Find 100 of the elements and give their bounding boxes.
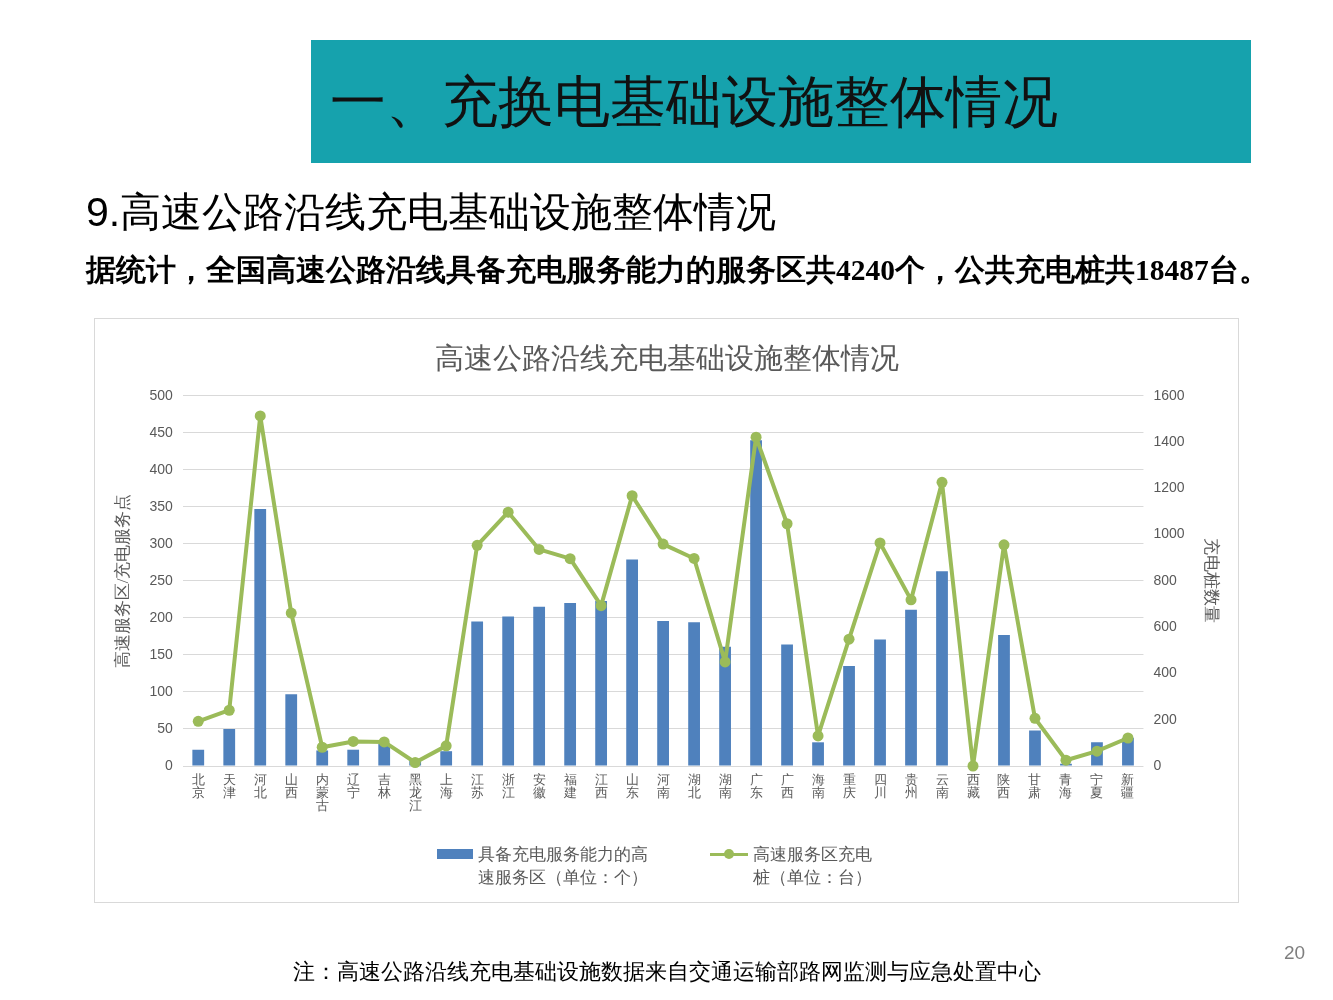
x-tick-label: 天津 (222, 771, 236, 800)
x-tick-label: 新疆 (1121, 771, 1135, 800)
point (564, 553, 576, 565)
bar (595, 600, 608, 766)
bar (843, 666, 855, 766)
x-tick-label: 河北 (253, 771, 267, 800)
legend-label: 高速服务区充电桩（单位：台） (753, 844, 873, 889)
x-tick-label: 陕西 (997, 771, 1011, 800)
point (1029, 712, 1041, 724)
y-tick-label: 150 (149, 645, 173, 662)
x-tick-label: 吉林 (376, 771, 391, 800)
point (750, 431, 762, 443)
y-tick-label: 50 (157, 719, 173, 736)
y-tick-label: 450 (149, 423, 173, 440)
bar (688, 622, 700, 766)
bar (502, 616, 515, 766)
x-tick-label: 湖南 (718, 771, 732, 800)
y2-tick-label: 400 (1153, 664, 1178, 681)
x-tick-label: 河南 (656, 771, 670, 800)
point (1091, 745, 1103, 757)
point (967, 760, 979, 772)
y2-tick-label: 0 (1153, 756, 1162, 773)
bar (936, 571, 948, 766)
bar (1029, 730, 1041, 766)
x-tick-label: 浙江 (501, 771, 515, 800)
bar (254, 509, 267, 766)
y-tick-label: 100 (149, 682, 173, 699)
x-tick-label: 内蒙古 (315, 771, 329, 813)
x-tick-label: 安徽 (532, 771, 546, 800)
x-tick-label: 四川 (873, 771, 887, 800)
x-tick-label: 贵州 (904, 771, 918, 800)
point (719, 656, 731, 668)
bar (781, 644, 793, 766)
chart-title: 高速公路沿线充电基础设施整体情况 (435, 342, 899, 375)
legend-label: 具备充电服务能力的高速服务区（单位：个） (478, 844, 649, 889)
y-tick-label: 400 (149, 460, 173, 477)
y2-tick-label: 1200 (1153, 479, 1185, 496)
text: 注：高速公路沿线充电基础设施数据来自交通运输部路网监测与应急处置中心 (292, 959, 1041, 984)
y-tick-label: 500 (149, 386, 173, 403)
text: 9.高速公路沿线充电基础设施整体情况 (86, 188, 777, 237)
point (440, 740, 452, 752)
point (254, 410, 266, 422)
y2-tick-label: 600 (1153, 618, 1178, 635)
y2-tick-label: 1400 (1153, 432, 1185, 449)
y2-tick-label: 800 (1153, 571, 1178, 588)
point (378, 736, 390, 748)
x-tick-label: 广东 (749, 771, 763, 800)
bar (905, 609, 917, 766)
x-tick-label: 江西 (594, 771, 608, 800)
point (316, 741, 328, 753)
point (223, 704, 235, 716)
point (471, 539, 483, 551)
point (657, 538, 669, 550)
point (781, 518, 793, 530)
y2-axis-title: 充电桩数量 (1202, 538, 1222, 624)
bar (998, 634, 1010, 766)
bar (812, 742, 824, 766)
y2-tick-label: 1000 (1153, 525, 1185, 542)
y-tick-label: 0 (164, 756, 173, 773)
y-tick-label: 350 (149, 497, 173, 514)
point (595, 600, 607, 612)
text: 20 (1284, 941, 1306, 965)
y2-tick-label: 1600 (1153, 386, 1185, 403)
bar (285, 694, 298, 766)
x-tick-label: 北京 (191, 771, 205, 800)
bar (223, 728, 236, 766)
x-tick-label: 西藏 (966, 771, 980, 800)
x-tick-label: 江苏 (470, 771, 484, 800)
bar (626, 559, 639, 766)
x-tick-label: 辽宁 (346, 771, 360, 800)
x-tick-label: 福建 (562, 771, 577, 800)
bar (874, 639, 886, 766)
x-tick-label: 宁夏 (1090, 771, 1104, 800)
text: 一、充换电基础设施整体情况 (330, 69, 1058, 135)
x-tick-label: 黑龙江 (408, 771, 422, 813)
y2-tick-label: 200 (1153, 710, 1178, 727)
bar (316, 750, 329, 766)
point (936, 476, 948, 488)
x-tick-label: 海南 (811, 771, 825, 800)
point (874, 537, 886, 549)
point (905, 594, 917, 606)
bar (564, 603, 577, 766)
bar (347, 749, 360, 766)
point (688, 552, 700, 564)
x-tick-label: 湖北 (687, 771, 701, 800)
x-tick-label: 山西 (284, 771, 298, 800)
point (533, 543, 545, 555)
y-tick-label: 300 (149, 534, 173, 551)
point (1122, 732, 1134, 744)
point (812, 730, 824, 742)
x-tick-label: 重庆 (842, 771, 856, 800)
point (998, 539, 1010, 551)
point (843, 633, 855, 645)
point (347, 735, 359, 747)
bar (533, 606, 546, 766)
x-tick-label: 上海 (439, 771, 453, 800)
bar (750, 440, 762, 766)
x-tick-label: 云南 (935, 771, 949, 800)
point (502, 506, 514, 518)
y-axis-title: 高速服务区/充电服务点 (112, 493, 132, 669)
